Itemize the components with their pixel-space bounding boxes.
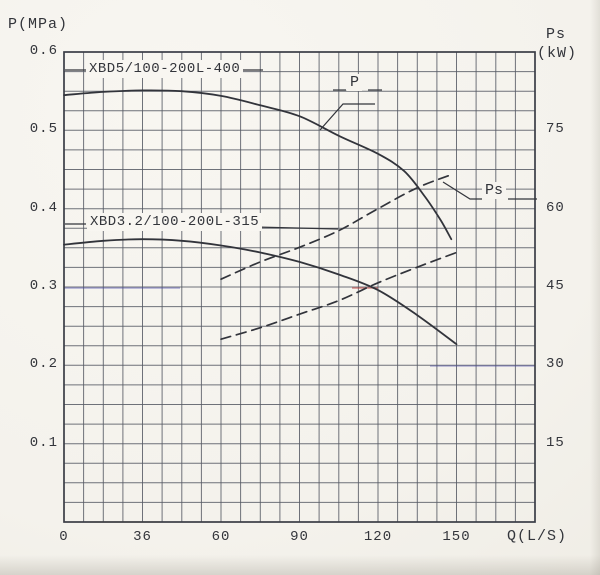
- x-tick-120: 120: [363, 529, 393, 545]
- y-left-tick-0.6: 0.6: [29, 43, 58, 59]
- ps-label-leader: [442, 181, 482, 200]
- series-label-xbd5-100-200l-400: XBD5/100-200L-400: [86, 60, 244, 78]
- y-right-tick-60: 60: [546, 199, 565, 216]
- x-axis-title: Q(L/S): [507, 528, 568, 545]
- xbd3-2-label-right-dash: [254, 226, 339, 230]
- y-left-tick-0.1: 0.1: [29, 434, 58, 451]
- right-axis-title-kw: (kW): [537, 45, 578, 62]
- series-label-xbd3-2-100-200l-315: XBD3.2/100-200L-315: [87, 213, 263, 231]
- curve-ps-xbd3-2-100-200l-315: [220, 251, 458, 341]
- scan-shadow-right: [590, 0, 600, 575]
- x-tick-36: 36: [133, 529, 152, 545]
- p-curve-pointer-label: P: [347, 74, 363, 91]
- y-left-tick-0.4: 0.4: [29, 199, 58, 216]
- y-left-tick-0.2: 0.2: [29, 356, 58, 373]
- p-label-leader: [319, 103, 375, 131]
- ps-curve-pointer-label: Ps: [482, 182, 507, 199]
- y-right-tick-75: 75: [546, 121, 565, 138]
- scan-shadow-bottom: [0, 555, 600, 575]
- curve-p-xbd5-100-200l-400: [63, 89, 453, 241]
- x-tick-60: 60: [211, 529, 231, 545]
- right-axis-title-ps: Ps: [546, 26, 567, 43]
- y-right-tick-15: 15: [546, 434, 565, 451]
- x-tick-90: 90: [290, 529, 309, 545]
- left-axis-title: P(MPa): [8, 16, 69, 33]
- y-left-tick-0.5: 0.5: [29, 121, 58, 138]
- x-tick-150: 150: [442, 529, 471, 545]
- y-left-tick-0.3: 0.3: [29, 278, 58, 294]
- plot-frame: [63, 51, 536, 523]
- x-tick-0: 0: [59, 529, 69, 545]
- y-right-tick-30: 30: [546, 356, 565, 373]
- curve-p-xbd3-2-100-200l-315: [63, 238, 458, 346]
- curve-ps-xbd5-100-200l-400: [220, 173, 453, 281]
- y-right-tick-45: 45: [546, 278, 565, 294]
